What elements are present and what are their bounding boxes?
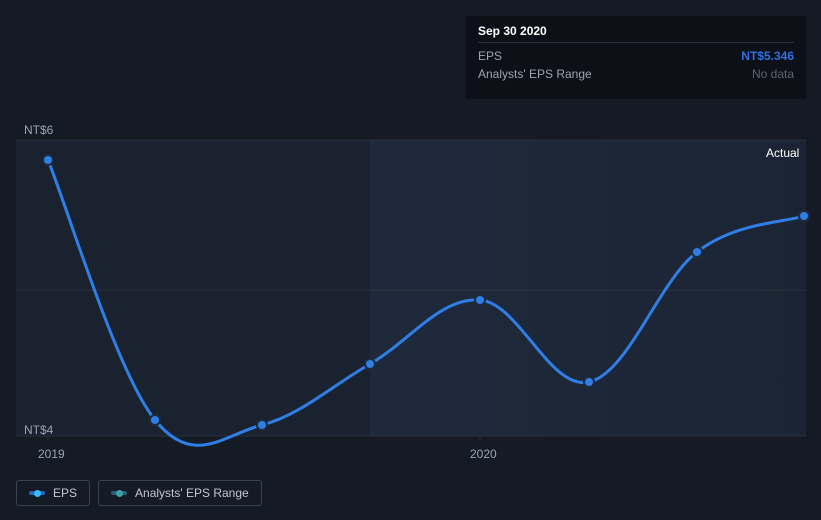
y-axis-label-bottom: NT$4: [24, 423, 53, 437]
legend-label-range: Analysts' EPS Range: [135, 486, 249, 500]
chart-tooltip: Sep 30 2020 EPS NT$5.346 Analysts' EPS R…: [466, 16, 806, 99]
tooltip-label-range: Analysts' EPS Range: [478, 67, 592, 81]
tooltip-date: Sep 30 2020: [478, 24, 794, 43]
legend-item-eps[interactable]: EPS: [16, 480, 90, 506]
tooltip-value-range: No data: [752, 67, 794, 81]
x-axis-label-2019: 2019: [38, 447, 65, 461]
legend-swatch-range: [111, 487, 127, 499]
chart-container: NT$6 NT$4 2019 2020 Actual Sep 30 2020 E…: [0, 0, 821, 520]
actual-label: Actual: [766, 146, 799, 160]
legend-label-eps: EPS: [53, 486, 77, 500]
tooltip-label-eps: EPS: [478, 49, 502, 63]
legend-item-analysts-range[interactable]: Analysts' EPS Range: [98, 480, 262, 506]
x-axis-label-2020: 2020: [470, 447, 497, 461]
legend: EPS Analysts' EPS Range: [16, 480, 262, 506]
tooltip-row-range: Analysts' EPS Range No data: [478, 65, 794, 83]
legend-swatch-eps: [29, 487, 45, 499]
tooltip-row-eps: EPS NT$5.346: [478, 47, 794, 65]
y-axis-label-top: NT$6: [24, 123, 53, 137]
tooltip-value-eps: NT$5.346: [741, 49, 794, 63]
